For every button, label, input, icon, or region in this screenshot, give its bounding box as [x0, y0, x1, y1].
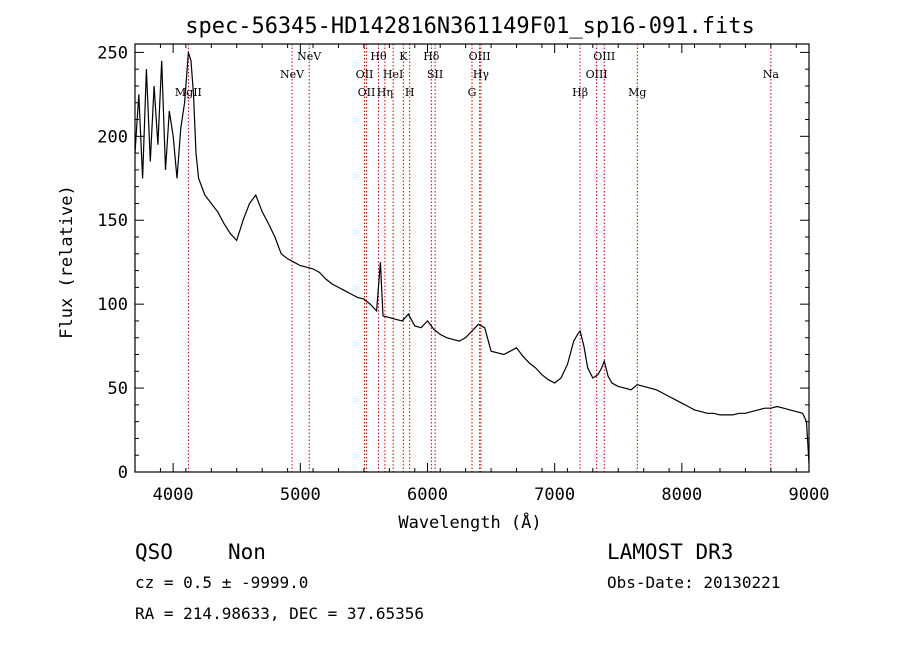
x-tick-label: 5000 — [280, 485, 321, 505]
obs-date-text: Obs-Date: 20130221 — [607, 573, 780, 592]
spectral-line-label: HeI — [383, 68, 403, 81]
y-axis-label: Flux (relative) — [57, 185, 77, 339]
emission-lines — [187, 44, 772, 472]
spectral-line-label: Hθ — [370, 50, 387, 63]
y-tick-label: 250 — [97, 43, 128, 63]
x-tick-label: 8000 — [661, 485, 702, 505]
spectral-line-label: Hη — [377, 86, 393, 99]
redshift-text: cz = 0.5 ± -9999.0 — [135, 573, 308, 592]
spectral-line-label: K — [399, 50, 408, 63]
subclass-label: Non — [228, 540, 266, 564]
x-tick-label: 9000 — [789, 485, 830, 505]
y-tick-label: 0 — [118, 463, 128, 483]
spectral-line-label: OII — [356, 68, 374, 81]
spectral-line-label: OIII — [586, 68, 608, 81]
spectral-line-label: SII — [427, 68, 443, 81]
spectral-line-label: Hδ — [423, 50, 440, 63]
spectral-line-label: Hβ — [572, 86, 588, 99]
y-ticks: 0 50 100 150 200 250 — [97, 43, 809, 483]
x-tick-label: 4000 — [153, 485, 194, 505]
spectral-line-label: OIII — [593, 50, 615, 63]
y-tick-label: 100 — [97, 295, 128, 315]
y-tick-label: 150 — [97, 211, 128, 231]
spectral-line-label: MgII — [175, 86, 202, 99]
spectral-line-label: Hγ — [473, 68, 490, 81]
spectral-line-label: H — [405, 86, 415, 99]
chart-title: spec-56345-HD142816N361149F01_sp16-091.f… — [185, 14, 755, 39]
class-label: QSO — [135, 540, 173, 564]
spectral-line-label: G — [468, 86, 477, 99]
y-tick-label: 200 — [97, 127, 128, 147]
plot-frame — [134, 43, 810, 473]
x-ticks: 4000 5000 6000 7000 8000 9000 — [134, 44, 830, 505]
line-labels: MgII NeV NeV OII OII Hθ Hη HeI K H Hδ SII G OIII Hγ Hβ O… — [175, 50, 779, 99]
x-tick-label: 7000 — [534, 485, 575, 505]
spectral-line-label: OII — [358, 86, 376, 99]
y-tick-label: 50 — [108, 379, 128, 399]
spectral-line-label: Na — [763, 68, 780, 81]
spectral-line-label: OIII — [469, 50, 491, 63]
survey-label: LAMOST DR3 — [607, 540, 733, 564]
coords-text: RA = 214.98633, DEC = 37.65356 — [135, 604, 424, 623]
spectral-line-label: NeV — [280, 68, 305, 81]
spectral-line-label: Mg — [628, 86, 646, 99]
spectrum-series — [134, 52, 810, 464]
x-tick-label: 6000 — [407, 485, 448, 505]
x-axis-label: Wavelength (Å) — [398, 511, 541, 533]
spectral-line-label: NeV — [297, 50, 322, 63]
